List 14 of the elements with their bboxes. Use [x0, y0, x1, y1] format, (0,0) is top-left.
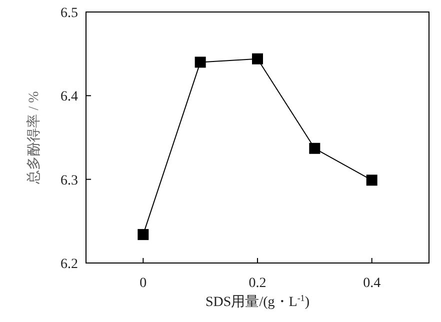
point [366, 174, 378, 186]
y-tick-label: 6.3 [60, 173, 78, 188]
y-tick-label: 6.5 [60, 6, 78, 21]
x-tick-label: 0 [140, 276, 147, 291]
point [252, 53, 263, 64]
y-tick-label: 6.2 [60, 257, 78, 272]
point [309, 142, 320, 154]
x-tick-label: 0.2 [248, 276, 266, 291]
point [194, 56, 206, 68]
point [138, 229, 149, 240]
x-axis-title: SDS用量/(g・L$^{-1}$) [206, 293, 310, 310]
y-axis-title: 总多酚得率 / % [26, 90, 42, 185]
y-tick-label: 6.4 [60, 90, 78, 105]
x-tick-label: 0.4 [363, 276, 381, 291]
